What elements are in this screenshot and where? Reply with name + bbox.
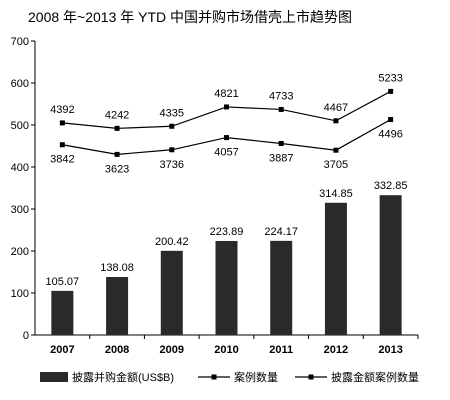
point-value-label: 3887	[269, 152, 293, 164]
legend-swatch-marker	[308, 374, 314, 380]
bar-value-label: 314.85	[319, 188, 353, 200]
axes: 0 100 200 300 400 500 600 700 2007 2008 2009 2010 20…	[11, 36, 419, 356]
series-point	[59, 142, 65, 148]
series-point	[278, 140, 284, 146]
series-point	[278, 106, 284, 112]
series-point	[388, 117, 394, 123]
series-point	[169, 147, 175, 153]
point-value-label: 3705	[324, 159, 348, 171]
x-tick-label: 2012	[324, 344, 348, 356]
series-point	[169, 123, 175, 129]
bar	[51, 290, 74, 335]
series-point	[114, 125, 120, 131]
series-point	[333, 118, 339, 124]
legend-label: 案例数量	[234, 370, 278, 384]
y-tick-label: 600	[11, 78, 29, 90]
series-point	[333, 147, 339, 153]
y-tick-label: 100	[11, 288, 29, 300]
bar-value-label: 138.08	[100, 262, 134, 274]
legend: 披露并购金额(US$B) 案例数量 披露金额案例数量	[40, 370, 419, 384]
point-value-label: 4335	[160, 107, 184, 119]
bar	[215, 240, 238, 335]
bar	[106, 277, 129, 335]
x-tick-label: 2011	[269, 344, 293, 356]
point-value-label: 4733	[269, 90, 293, 102]
legend-label: 披露并购金额(US$B)	[72, 370, 174, 384]
bar	[270, 240, 293, 335]
x-tick-label: 2009	[160, 344, 184, 356]
point-value-label: 4821	[214, 88, 238, 100]
point-value-label: 5233	[378, 72, 402, 84]
y-tick-label: 0	[23, 330, 29, 342]
series-point	[388, 88, 394, 94]
chart-title: 2008 年~2013 年 YTD 中国并购市场借壳上市趋势图	[28, 9, 352, 25]
point-value-label: 4392	[50, 104, 74, 116]
bar	[379, 195, 402, 335]
y-tick-label: 500	[11, 120, 29, 132]
bar	[324, 202, 347, 335]
point-value-label: 3842	[50, 154, 74, 166]
point-value-label: 4057	[214, 147, 238, 159]
x-tick-label: 2010	[214, 344, 238, 356]
y-tick-label: 700	[11, 36, 29, 48]
x-tick-label: 2007	[50, 344, 74, 356]
point-value-label: 3736	[160, 159, 184, 171]
bar	[160, 250, 183, 335]
x-tick-label: 2008	[105, 344, 129, 356]
bar-value-label: 223.89	[210, 226, 244, 238]
legend-swatch-bar	[40, 372, 68, 382]
series-point	[224, 104, 229, 110]
bar-value-label: 200.42	[155, 236, 189, 248]
point-value-label: 4496	[378, 129, 402, 141]
data-labels: 105.07 138.08 200.42 223.89 224.17 314.85 332.…	[46, 72, 408, 287]
x-tick-label: 2013	[378, 344, 402, 356]
bar-value-label: 332.85	[374, 180, 408, 192]
legend-label: 披露金额案例数量	[331, 370, 419, 384]
lines	[59, 88, 394, 157]
bar-value-label: 105.07	[46, 276, 80, 288]
y-tick-label: 200	[11, 246, 29, 258]
legend-swatch-marker	[211, 374, 217, 380]
y-tick-label: 300	[11, 204, 29, 216]
series-point	[224, 135, 229, 141]
point-value-label: 4242	[105, 109, 129, 121]
series-point	[114, 151, 120, 157]
bar-value-label: 224.17	[264, 226, 298, 238]
y-tick-label: 400	[11, 162, 29, 174]
bars	[51, 195, 402, 335]
point-value-label: 3623	[105, 163, 129, 175]
series-point	[59, 120, 65, 126]
point-value-label: 4467	[324, 102, 348, 114]
